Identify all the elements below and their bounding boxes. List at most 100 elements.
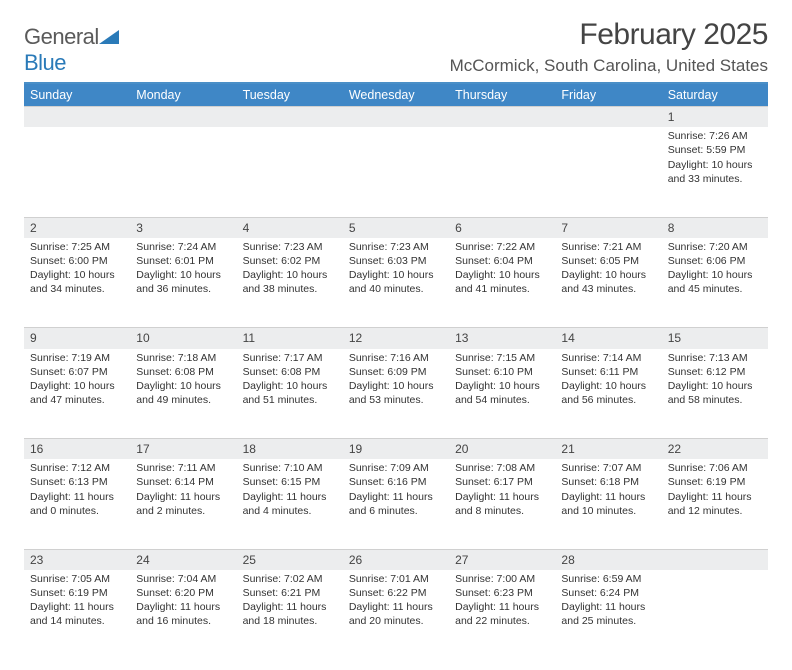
day-cell: Sunrise: 7:04 AMSunset: 6:20 PMDaylight:…: [130, 570, 236, 660]
day-details: Sunrise: 7:20 AMSunset: 6:06 PMDaylight:…: [668, 238, 762, 297]
month-title: February 2025: [450, 18, 768, 52]
day-number: 28: [555, 549, 661, 570]
day-number: 22: [662, 439, 768, 460]
brand-name: GeneralBlue: [24, 24, 119, 76]
day-details: Sunrise: 7:26 AMSunset: 5:59 PMDaylight:…: [668, 127, 762, 186]
calendar-thead: Sunday Monday Tuesday Wednesday Thursday…: [24, 84, 768, 107]
day-cell: Sunrise: 7:16 AMSunset: 6:09 PMDaylight:…: [343, 349, 449, 439]
day-number-row: 1: [24, 107, 768, 128]
day-number: [130, 107, 236, 128]
day-details: Sunrise: 7:06 AMSunset: 6:19 PMDaylight:…: [668, 459, 762, 518]
calendar-tbody: 1Sunrise: 7:26 AMSunset: 5:59 PMDaylight…: [24, 107, 768, 660]
day-details: Sunrise: 7:11 AMSunset: 6:14 PMDaylight:…: [136, 459, 230, 518]
day-number: 11: [237, 328, 343, 349]
day-number-row: 16171819202122: [24, 439, 768, 460]
day-cell: [555, 127, 661, 217]
day-number: 6: [449, 217, 555, 238]
day-number-row: 232425262728: [24, 549, 768, 570]
day-cell: [130, 127, 236, 217]
day-cell: [237, 127, 343, 217]
day-number: 20: [449, 439, 555, 460]
calendar-table: Sunday Monday Tuesday Wednesday Thursday…: [24, 84, 768, 660]
day-content-row: Sunrise: 7:05 AMSunset: 6:19 PMDaylight:…: [24, 570, 768, 660]
day-number: 19: [343, 439, 449, 460]
day-content-row: Sunrise: 7:19 AMSunset: 6:07 PMDaylight:…: [24, 349, 768, 439]
day-number: 10: [130, 328, 236, 349]
day-cell: Sunrise: 7:23 AMSunset: 6:02 PMDaylight:…: [237, 238, 343, 328]
day-details: Sunrise: 6:59 AMSunset: 6:24 PMDaylight:…: [561, 570, 655, 629]
day-number: 18: [237, 439, 343, 460]
day-number: 13: [449, 328, 555, 349]
day-details: Sunrise: 7:05 AMSunset: 6:19 PMDaylight:…: [30, 570, 124, 629]
day-details: Sunrise: 7:04 AMSunset: 6:20 PMDaylight:…: [136, 570, 230, 629]
day-cell: Sunrise: 7:19 AMSunset: 6:07 PMDaylight:…: [24, 349, 130, 439]
day-number: 9: [24, 328, 130, 349]
day-details: Sunrise: 7:16 AMSunset: 6:09 PMDaylight:…: [349, 349, 443, 408]
day-number: 1: [662, 107, 768, 128]
day-cell: [449, 127, 555, 217]
day-cell: Sunrise: 7:07 AMSunset: 6:18 PMDaylight:…: [555, 459, 661, 549]
day-number: 27: [449, 549, 555, 570]
day-number: [555, 107, 661, 128]
day-number: 3: [130, 217, 236, 238]
day-cell: Sunrise: 7:08 AMSunset: 6:17 PMDaylight:…: [449, 459, 555, 549]
day-header-row: Sunday Monday Tuesday Wednesday Thursday…: [24, 84, 768, 107]
day-number: [662, 549, 768, 570]
day-cell: Sunrise: 7:11 AMSunset: 6:14 PMDaylight:…: [130, 459, 236, 549]
brand-name-gray: General: [24, 24, 99, 49]
brand-logo: GeneralBlue: [24, 24, 119, 76]
day-cell: [343, 127, 449, 217]
day-number-row: 2345678: [24, 217, 768, 238]
day-number: 14: [555, 328, 661, 349]
day-number: [343, 107, 449, 128]
day-cell: Sunrise: 7:21 AMSunset: 6:05 PMDaylight:…: [555, 238, 661, 328]
day-number: 12: [343, 328, 449, 349]
day-cell: Sunrise: 7:09 AMSunset: 6:16 PMDaylight:…: [343, 459, 449, 549]
day-cell: Sunrise: 7:15 AMSunset: 6:10 PMDaylight:…: [449, 349, 555, 439]
day-cell: Sunrise: 7:05 AMSunset: 6:19 PMDaylight:…: [24, 570, 130, 660]
day-details: Sunrise: 7:12 AMSunset: 6:13 PMDaylight:…: [30, 459, 124, 518]
brand-name-blue: Blue: [24, 50, 66, 75]
day-number: 21: [555, 439, 661, 460]
day-cell: Sunrise: 7:14 AMSunset: 6:11 PMDaylight:…: [555, 349, 661, 439]
day-header: Tuesday: [237, 84, 343, 107]
day-cell: Sunrise: 7:18 AMSunset: 6:08 PMDaylight:…: [130, 349, 236, 439]
day-number: 15: [662, 328, 768, 349]
day-details: Sunrise: 7:21 AMSunset: 6:05 PMDaylight:…: [561, 238, 655, 297]
day-details: Sunrise: 7:24 AMSunset: 6:01 PMDaylight:…: [136, 238, 230, 297]
day-details: Sunrise: 7:00 AMSunset: 6:23 PMDaylight:…: [455, 570, 549, 629]
title-block: February 2025 McCormick, South Carolina,…: [450, 18, 768, 76]
day-cell: Sunrise: 7:17 AMSunset: 6:08 PMDaylight:…: [237, 349, 343, 439]
day-cell: Sunrise: 7:26 AMSunset: 5:59 PMDaylight:…: [662, 127, 768, 217]
logo-triangle-icon: [99, 30, 119, 44]
day-cell: [24, 127, 130, 217]
day-details: Sunrise: 7:07 AMSunset: 6:18 PMDaylight:…: [561, 459, 655, 518]
day-number: 16: [24, 439, 130, 460]
day-header: Thursday: [449, 84, 555, 107]
day-details: Sunrise: 7:22 AMSunset: 6:04 PMDaylight:…: [455, 238, 549, 297]
day-details: Sunrise: 7:15 AMSunset: 6:10 PMDaylight:…: [455, 349, 549, 408]
day-details: Sunrise: 7:09 AMSunset: 6:16 PMDaylight:…: [349, 459, 443, 518]
header: GeneralBlue February 2025 McCormick, Sou…: [24, 18, 768, 76]
day-details: Sunrise: 7:18 AMSunset: 6:08 PMDaylight:…: [136, 349, 230, 408]
day-number: 8: [662, 217, 768, 238]
day-details: Sunrise: 7:02 AMSunset: 6:21 PMDaylight:…: [243, 570, 337, 629]
day-cell: Sunrise: 7:10 AMSunset: 6:15 PMDaylight:…: [237, 459, 343, 549]
day-header: Sunday: [24, 84, 130, 107]
day-content-row: Sunrise: 7:25 AMSunset: 6:00 PMDaylight:…: [24, 238, 768, 328]
day-details: Sunrise: 7:23 AMSunset: 6:02 PMDaylight:…: [243, 238, 337, 297]
day-header: Wednesday: [343, 84, 449, 107]
day-content-row: Sunrise: 7:12 AMSunset: 6:13 PMDaylight:…: [24, 459, 768, 549]
day-details: Sunrise: 7:13 AMSunset: 6:12 PMDaylight:…: [668, 349, 762, 408]
day-number: 25: [237, 549, 343, 570]
day-details: Sunrise: 7:01 AMSunset: 6:22 PMDaylight:…: [349, 570, 443, 629]
day-details: Sunrise: 7:17 AMSunset: 6:08 PMDaylight:…: [243, 349, 337, 408]
calendar-page: GeneralBlue February 2025 McCormick, Sou…: [0, 0, 792, 670]
day-header: Saturday: [662, 84, 768, 107]
day-cell: Sunrise: 7:02 AMSunset: 6:21 PMDaylight:…: [237, 570, 343, 660]
day-details: Sunrise: 7:14 AMSunset: 6:11 PMDaylight:…: [561, 349, 655, 408]
location-text: McCormick, South Carolina, United States: [450, 56, 768, 76]
day-number: 24: [130, 549, 236, 570]
day-details: Sunrise: 7:19 AMSunset: 6:07 PMDaylight:…: [30, 349, 124, 408]
day-cell: Sunrise: 7:06 AMSunset: 6:19 PMDaylight:…: [662, 459, 768, 549]
